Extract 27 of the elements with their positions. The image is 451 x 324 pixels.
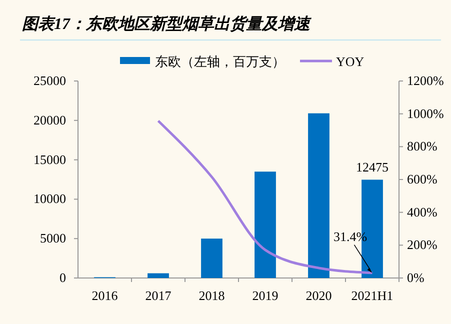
y2-tick-label: 1200% (407, 73, 444, 88)
x-tick-label: 2018 (198, 288, 225, 303)
y2-tick-label: 600% (407, 172, 438, 186)
y-tick-label: 25000 (34, 73, 66, 88)
x-tick-label: 2020 (306, 288, 332, 303)
y2-tick-label: 800% (407, 138, 438, 154)
y-tick-label: 0 (60, 270, 66, 285)
x-tick-label: 2016 (92, 288, 118, 303)
bar (201, 238, 222, 278)
y-tick-label: 10000 (34, 191, 66, 206)
y-tick-label: 5000 (40, 230, 66, 246)
bar (148, 273, 169, 278)
y2-tick-label: 1000% (407, 106, 444, 121)
x-tick-label: 2019 (252, 288, 278, 303)
y2-tick-label: 200% (407, 237, 438, 252)
y-tick-label: 15000 (34, 152, 66, 167)
data-label: 12475 (356, 160, 388, 175)
bar (254, 172, 276, 278)
x-tick-label: 2017 (145, 288, 172, 303)
legend-label: YOY (336, 54, 365, 69)
chart-title: 图表17：东欧地区新型烟草出货量及增速 (22, 15, 312, 33)
legend-label: 东欧（左轴，百万支） (155, 54, 285, 69)
bar (308, 113, 330, 278)
y2-tick-label: 400% (407, 204, 438, 220)
y-tick-label: 20000 (34, 112, 66, 128)
y2-tick-label: 0% (407, 270, 424, 285)
x-tick-label: 2021H1 (351, 288, 394, 303)
